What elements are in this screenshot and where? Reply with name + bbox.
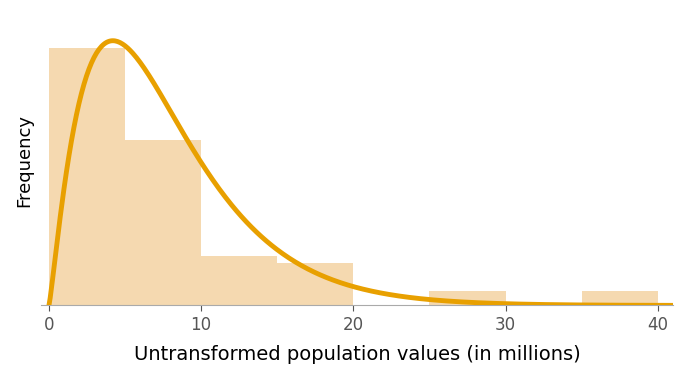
Bar [429, 291, 506, 305]
Bar [125, 141, 201, 305]
Bar [49, 48, 125, 305]
Bar [581, 291, 658, 305]
X-axis label: Untransformed population values (in millions): Untransformed population values (in mill… [133, 345, 581, 364]
Y-axis label: Frequency: Frequency [15, 114, 33, 207]
Bar [277, 263, 354, 305]
Bar [201, 256, 277, 305]
